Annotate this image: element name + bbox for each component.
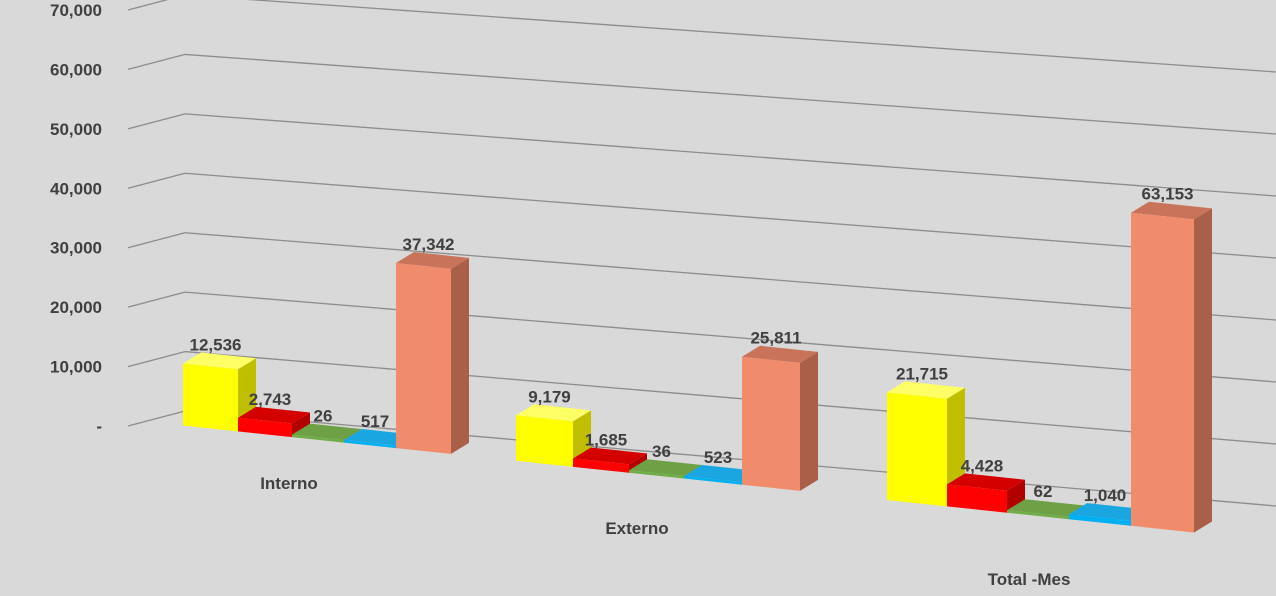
bar bbox=[396, 263, 451, 454]
y-tick-label: - bbox=[96, 417, 102, 436]
bar-top bbox=[1069, 503, 1149, 521]
bar-top bbox=[183, 352, 256, 370]
data-label: 1,040 bbox=[1084, 486, 1127, 505]
gridline-2 bbox=[184, 291, 1276, 383]
bar-top bbox=[396, 252, 469, 269]
x-tick-label: Externo bbox=[605, 519, 668, 538]
gridline-front-0 bbox=[127, 410, 186, 427]
bar-side bbox=[800, 351, 818, 491]
gridline-1 bbox=[184, 350, 1276, 445]
bar bbox=[344, 440, 396, 449]
gridline-front-6 bbox=[127, 53, 186, 71]
y-tick-label: 40,000 bbox=[50, 179, 102, 198]
bar bbox=[573, 458, 629, 473]
bar-top bbox=[238, 406, 310, 424]
bar bbox=[887, 392, 947, 507]
bar bbox=[516, 415, 573, 467]
data-label: 523 bbox=[704, 448, 732, 467]
data-label: 63,153 bbox=[1142, 185, 1194, 204]
y-tick-label: 50,000 bbox=[50, 120, 102, 139]
data-label: 36 bbox=[652, 442, 671, 461]
bar-top bbox=[684, 464, 760, 483]
bar bbox=[629, 470, 684, 479]
data-label: 12,536 bbox=[190, 335, 242, 354]
gridline-front-1 bbox=[127, 350, 186, 368]
bar bbox=[292, 434, 344, 443]
data-label: 517 bbox=[361, 412, 389, 431]
bar bbox=[1007, 510, 1069, 520]
bar-side bbox=[1007, 479, 1025, 513]
y-tick-label: 10,000 bbox=[50, 358, 102, 377]
bar-side bbox=[1194, 208, 1212, 533]
bar-top bbox=[292, 423, 362, 441]
y-tick-label: 20,000 bbox=[50, 298, 102, 317]
data-label: 1,685 bbox=[585, 430, 628, 449]
bar-top bbox=[742, 345, 818, 363]
gridline-4 bbox=[184, 172, 1276, 259]
gridline-front-3 bbox=[127, 232, 186, 249]
data-label: 62 bbox=[1034, 482, 1053, 501]
bar bbox=[742, 356, 800, 491]
y-tick-label: 60,000 bbox=[50, 60, 102, 79]
bar bbox=[238, 417, 292, 438]
data-label: 4,428 bbox=[961, 456, 1004, 475]
bar bbox=[183, 363, 238, 432]
gridline-front-5 bbox=[127, 113, 186, 130]
bar-top bbox=[1007, 499, 1087, 517]
gridline-front-7 bbox=[127, 0, 169, 11]
data-label: 25,811 bbox=[750, 329, 801, 348]
bar-top bbox=[887, 381, 965, 399]
bar-side bbox=[451, 257, 469, 454]
gridline-7 bbox=[246, 0, 1276, 73]
gridline-6 bbox=[184, 53, 1276, 135]
bar-top bbox=[1131, 201, 1212, 220]
gridline-front-4 bbox=[127, 172, 186, 189]
bar-top bbox=[516, 404, 591, 422]
data-label: 9,179 bbox=[528, 387, 571, 406]
gridline-5 bbox=[184, 113, 1276, 197]
bar bbox=[1069, 514, 1131, 526]
bar bbox=[684, 475, 742, 485]
x-tick-label: Interno bbox=[260, 474, 318, 493]
data-label: 2,743 bbox=[249, 390, 292, 409]
data-label: 26 bbox=[314, 407, 333, 426]
bar bbox=[947, 484, 1007, 513]
bar-top bbox=[947, 473, 1025, 491]
y-tick-label: 70,000 bbox=[50, 1, 102, 20]
bar-side bbox=[292, 412, 310, 438]
gridline-3 bbox=[184, 232, 1276, 321]
x-tick-label: Total -Mes bbox=[988, 570, 1071, 589]
gridline-0 bbox=[184, 410, 1276, 507]
bar bbox=[1131, 212, 1194, 533]
data-label: 21,715 bbox=[896, 364, 948, 383]
y-tick-label: 30,000 bbox=[50, 239, 102, 258]
data-label: 37,342 bbox=[403, 235, 455, 254]
bar-top bbox=[629, 459, 702, 477]
bar-top bbox=[573, 447, 647, 465]
gridline-front-2 bbox=[127, 291, 186, 308]
